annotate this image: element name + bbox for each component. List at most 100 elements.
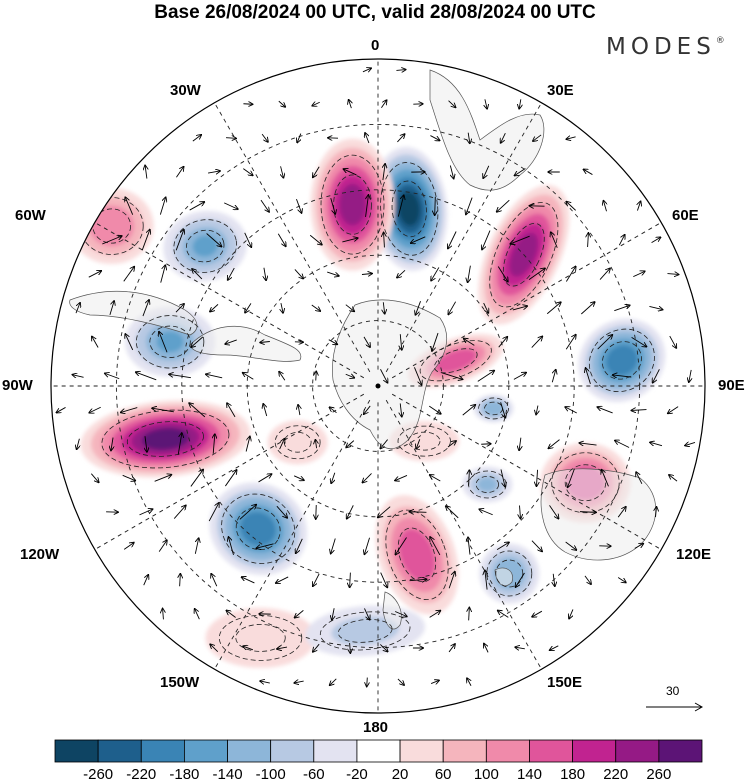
wind-vector [397, 678, 404, 685]
wind-vector [102, 236, 121, 245]
wind-vector [223, 202, 238, 209]
wind-vector [482, 230, 491, 250]
wind-vector [228, 267, 235, 280]
anomaly-level [487, 404, 500, 413]
wind-vector [618, 235, 624, 246]
wind-vector [481, 444, 491, 445]
map-boundary [50, 58, 706, 714]
contour-neg-100e [478, 397, 509, 420]
wind-vector [428, 405, 441, 414]
wind-vector [311, 304, 320, 311]
wind-vector [327, 271, 339, 276]
wind-vector [617, 577, 626, 583]
wind-vector [411, 236, 426, 243]
wind-vector [242, 577, 255, 584]
anomaly-level [331, 616, 399, 646]
colorbar-tick-label: 20 [391, 766, 409, 783]
wind-vector [469, 608, 470, 621]
wind-vector [363, 336, 370, 347]
anomaly-level [248, 519, 269, 539]
wind-vector [497, 266, 508, 281]
wind-vector [263, 404, 268, 417]
anomaly-neg-120e [462, 466, 513, 503]
wind-vector [580, 512, 596, 513]
wind-vector [109, 301, 114, 316]
wind-vector [410, 512, 427, 513]
wind-vector [350, 642, 351, 653]
wind-vector [414, 367, 421, 384]
wind-vector [143, 575, 149, 586]
wind-vector [136, 372, 157, 381]
south-pole-dot [375, 383, 381, 389]
brand-name: MODES [606, 34, 716, 60]
anomaly-level [192, 235, 218, 257]
wind-vector [313, 166, 320, 178]
contour-pos-30w [320, 154, 385, 255]
contour-pos-115e-inner [564, 464, 607, 502]
contour-neg-0-north-inner [391, 180, 427, 238]
wind-vector [533, 134, 542, 141]
wind-vector [77, 438, 80, 450]
meridian-30 [385, 88, 551, 373]
wind-vector [603, 201, 606, 212]
wind-vector [448, 301, 457, 315]
wind-vector [159, 332, 168, 353]
wind-vector [72, 375, 84, 378]
wind-vector [397, 270, 406, 277]
wind-vector [396, 70, 405, 71]
contour-pos-30w-inner [333, 174, 372, 235]
wind-vector [277, 233, 285, 246]
wind-vector [400, 403, 402, 416]
wind-vector [125, 334, 134, 351]
wind-vector [553, 573, 555, 586]
wind-vector [632, 410, 647, 411]
wind-vector [258, 474, 272, 483]
contour-pos-45e [489, 202, 559, 308]
wind-vector [468, 265, 471, 283]
contour-pos-110e-inner [397, 425, 451, 457]
wind-vector [159, 197, 165, 215]
wind-vector [158, 540, 167, 552]
wind-vector [145, 165, 147, 179]
contour-neg-140e [486, 550, 533, 597]
wind-vector [298, 405, 300, 416]
wind-vector [122, 474, 136, 480]
wind-vector [278, 100, 285, 107]
wind-vector [512, 306, 527, 311]
anomaly-level [99, 214, 125, 238]
anomaly-pos-105w [80, 400, 251, 478]
wind-vector [380, 572, 388, 588]
lon-label-180: 180 [363, 719, 389, 736]
wind-vector [497, 199, 510, 212]
wind-vector [175, 230, 184, 251]
wind-vector [467, 678, 471, 686]
wind-vector [244, 232, 252, 247]
wind-vector [395, 475, 408, 480]
wind-vector [637, 201, 640, 211]
wind-vector [650, 442, 663, 445]
wind-vector [260, 341, 270, 342]
contour-neg-90e [588, 328, 655, 393]
wind-vector [485, 99, 487, 108]
wind-vector [383, 164, 385, 181]
wind-vector [415, 301, 421, 315]
wind-vector [569, 609, 574, 618]
wind-vector [189, 403, 206, 418]
wind-vector [416, 439, 420, 448]
wind-vector [409, 579, 427, 580]
wind-vector [210, 304, 219, 311]
wind-vector [90, 473, 98, 483]
wind-vector [432, 332, 439, 351]
wind-vector [484, 644, 489, 653]
wind-vector [429, 611, 441, 618]
wind-vector [400, 334, 401, 350]
wind-vector [448, 572, 455, 589]
wind-vector [361, 274, 372, 275]
wind-vector [344, 169, 357, 176]
contour-pos-75e-inner [433, 348, 478, 374]
africa-outline [429, 69, 545, 191]
wind-vector [313, 573, 320, 586]
lon-label-0: 0 [371, 37, 380, 54]
wind-vector [293, 475, 304, 480]
wind-vector [546, 302, 561, 315]
